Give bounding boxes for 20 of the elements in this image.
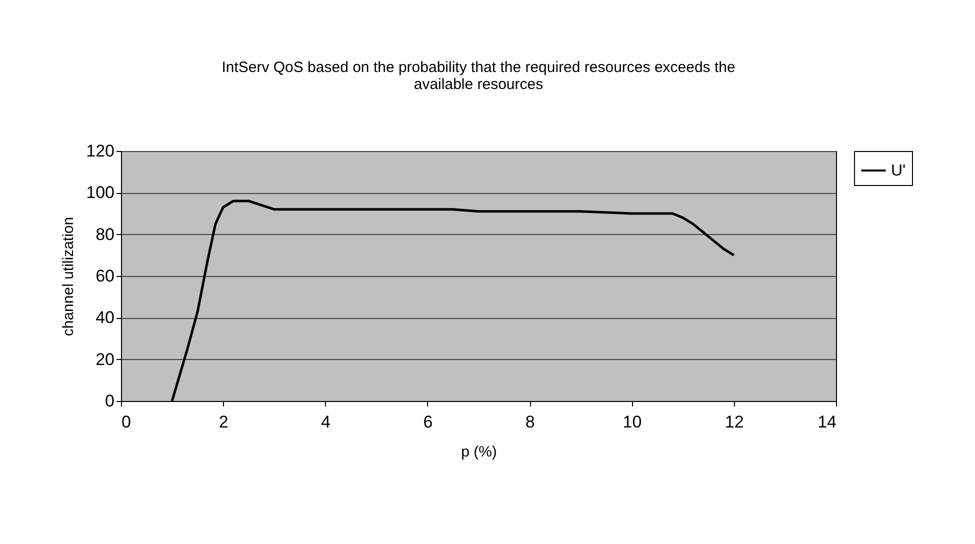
y-tick-label: 20 — [96, 350, 114, 369]
y-tick-label: 0 — [105, 392, 114, 410]
text: available resources — [414, 76, 544, 93]
y-tick-label: 40 — [96, 308, 114, 328]
y-tick-label: 120 — [86, 142, 114, 160]
x-axis-title: p (%) — [461, 444, 497, 460]
y-tick-label: 100 — [86, 183, 114, 202]
text: IntServ QoS based on the probability that the required resources exceeds the — [222, 59, 736, 76]
y-tick-label: 80 — [96, 224, 114, 244]
x-tick-label: 12 — [724, 412, 744, 432]
y-tick-label: 60 — [96, 266, 114, 286]
legend-label: U' — [891, 162, 906, 180]
x-tick-label: 8 — [525, 412, 535, 432]
x-tick-label: 4 — [321, 412, 331, 432]
x-tick-label: 6 — [423, 412, 433, 432]
x-tick-label: 10 — [622, 412, 642, 432]
x-tick-label: 2 — [218, 412, 228, 432]
x-tick-label: 0 — [122, 412, 131, 432]
y-axis-title: channel utilization — [60, 216, 78, 336]
x-tick-label: 14 — [818, 412, 836, 432]
